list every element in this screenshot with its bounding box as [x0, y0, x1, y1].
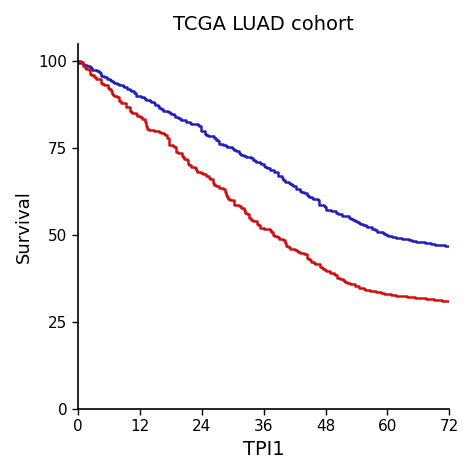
X-axis label: TPI1: TPI1 [243, 440, 284, 459]
Title: TCGA LUAD cohort: TCGA LUAD cohort [173, 15, 354, 34]
Y-axis label: Survival: Survival [15, 190, 33, 263]
